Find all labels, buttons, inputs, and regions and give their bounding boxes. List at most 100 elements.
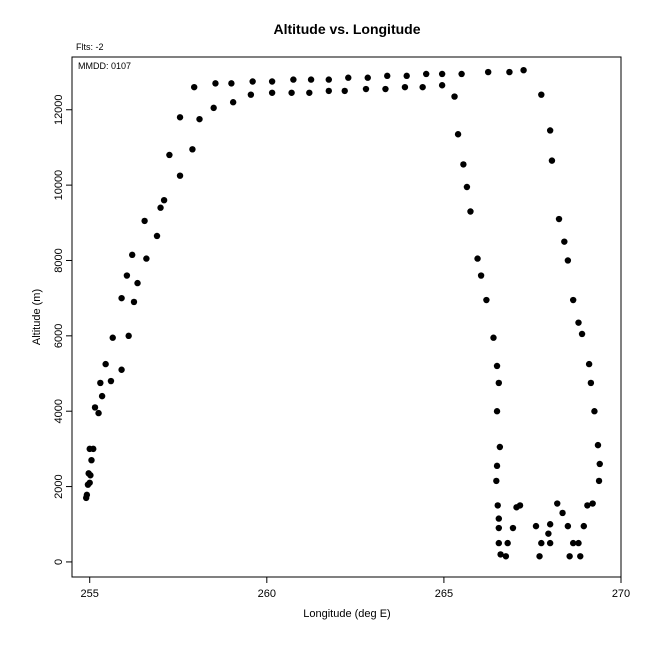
data-point <box>596 460 603 468</box>
x-axis-label: Longitude (deg E) <box>303 608 390 620</box>
data-point <box>306 89 313 96</box>
data-point <box>463 183 471 191</box>
data-point <box>268 89 276 96</box>
data-point <box>288 89 295 96</box>
data-point <box>591 408 598 415</box>
data-point <box>176 172 184 179</box>
data-point <box>97 379 104 387</box>
data-point <box>494 502 501 509</box>
y-tick-label: 2000 <box>53 474 65 498</box>
x-tick-label: 260 <box>258 588 276 600</box>
data-point <box>109 334 116 341</box>
data-point <box>493 362 501 370</box>
data-point <box>345 74 352 81</box>
data-point <box>166 151 173 159</box>
data-point <box>229 99 237 106</box>
chart-title: Altitude vs. Longitude <box>274 21 421 37</box>
data-point <box>143 255 150 262</box>
data-point <box>516 502 524 509</box>
data-point <box>153 232 161 240</box>
data-point <box>98 392 106 400</box>
data-point <box>493 477 500 485</box>
data-point <box>506 68 513 76</box>
data-point <box>546 127 554 134</box>
data-point <box>364 74 371 81</box>
data-point <box>190 83 198 91</box>
data-point <box>587 379 595 387</box>
data-point <box>160 196 168 204</box>
data-point <box>86 479 93 486</box>
data-point <box>564 257 572 264</box>
data-point <box>107 377 115 385</box>
data-point <box>594 441 602 449</box>
data-point <box>474 255 481 262</box>
data-point <box>536 553 543 560</box>
data-point <box>189 146 196 153</box>
data-point <box>496 443 504 451</box>
data-point <box>118 294 125 302</box>
data-point <box>493 408 501 415</box>
data-point <box>561 238 568 245</box>
x-axis: 255 260 265 270 <box>81 577 630 600</box>
data-point <box>477 272 485 279</box>
data-point <box>247 91 255 98</box>
data-point <box>401 83 409 91</box>
data-point <box>589 500 596 507</box>
data-point <box>490 334 497 341</box>
flights-label: Flts: -2 <box>76 42 104 52</box>
data-point <box>451 93 458 100</box>
data-point <box>88 456 95 464</box>
data-point <box>569 539 577 547</box>
data-point <box>495 524 503 532</box>
data-point <box>578 330 586 338</box>
data-point <box>546 521 554 528</box>
data-point <box>83 491 91 499</box>
data-point <box>90 445 97 453</box>
data-point <box>95 409 102 417</box>
data-point <box>362 85 370 93</box>
data-point <box>438 82 446 89</box>
data-points <box>82 66 603 560</box>
data-point <box>532 522 540 530</box>
y-axis: 0 2000 4000 6000 8000 10000 12000 <box>53 94 72 565</box>
data-point <box>564 522 572 530</box>
data-point <box>458 70 465 78</box>
data-point <box>520 66 527 74</box>
data-point <box>384 72 391 80</box>
y-tick-label: 4000 <box>53 399 65 423</box>
data-point <box>118 366 125 373</box>
data-point <box>454 131 462 138</box>
data-point <box>307 76 315 83</box>
data-point <box>548 157 556 164</box>
data-point <box>585 360 593 368</box>
data-point <box>569 296 577 304</box>
data-point <box>483 296 490 304</box>
data-point <box>504 539 511 547</box>
data-point <box>484 68 492 76</box>
data-point <box>495 515 503 522</box>
data-point <box>580 522 588 530</box>
data-point <box>130 298 138 306</box>
data-point <box>545 530 552 537</box>
x-tick-label: 270 <box>612 588 630 600</box>
data-point <box>495 379 503 387</box>
data-point <box>268 78 276 85</box>
y-axis-label: Altitude (m) <box>31 289 43 345</box>
data-point <box>102 360 109 368</box>
data-point <box>584 502 591 509</box>
data-point <box>577 553 584 560</box>
data-point <box>129 251 136 259</box>
data-point <box>497 551 504 558</box>
data-point <box>460 161 467 168</box>
data-point <box>134 279 141 287</box>
data-point <box>157 204 164 211</box>
data-point <box>438 70 446 78</box>
y-tick-label: 0 <box>53 559 65 565</box>
data-point <box>176 114 184 121</box>
data-point <box>212 80 219 87</box>
data-point <box>290 76 297 83</box>
y-tick-label: 8000 <box>53 248 65 272</box>
data-point <box>467 208 474 215</box>
data-point <box>554 500 561 507</box>
